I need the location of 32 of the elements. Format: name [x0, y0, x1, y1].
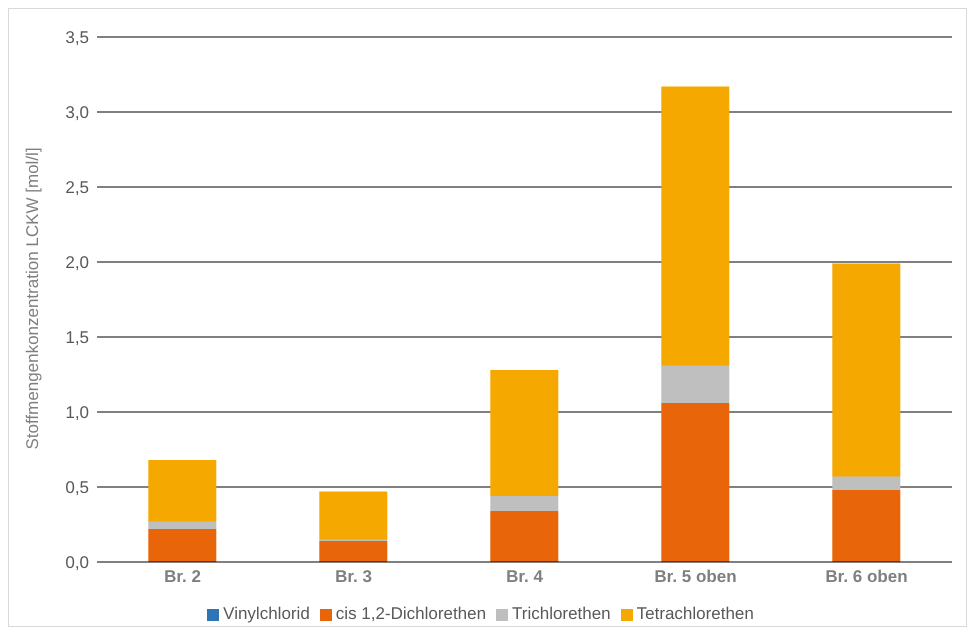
bar — [661, 403, 730, 562]
bar — [148, 460, 216, 522]
y-tick-label: 1,5 — [65, 328, 89, 348]
x-tick-label: Br. 6 oben — [825, 567, 908, 586]
legend-label: cis 1,2-Dichlorethen — [336, 604, 486, 623]
y-axis-title: Stoffmengenkonzentration LCKW [mol/l] — [23, 147, 42, 450]
bar — [832, 476, 900, 490]
x-tick-label: Br. 2 — [164, 567, 201, 586]
y-tick-label: 2,0 — [65, 253, 89, 272]
bar — [661, 86, 730, 366]
bar — [490, 511, 558, 562]
y-tick-label: 2,5 — [65, 178, 89, 198]
bar — [148, 522, 216, 529]
bar — [832, 490, 900, 562]
bar — [832, 264, 900, 476]
legend-label: Tetrachlorethen — [636, 604, 754, 623]
x-tick-label: Br. 3 — [335, 567, 372, 586]
y-tick-label: 0,0 — [65, 553, 89, 572]
x-tick-label: Br. 5 oben — [654, 567, 737, 586]
bar — [661, 366, 730, 403]
legend-label: Vinylchlorid — [223, 604, 310, 623]
bar — [490, 370, 558, 496]
y-tick-label: 3,0 — [65, 103, 89, 122]
legend-label: Trichlorethen — [512, 604, 611, 623]
x-tick-label: Br. 4 — [506, 567, 544, 586]
bar — [319, 541, 388, 562]
bar — [319, 492, 388, 540]
bar — [490, 496, 558, 511]
y-tick-label: 0,5 — [65, 478, 89, 498]
y-tick-label: 3,5 — [65, 28, 89, 48]
y-tick-label: 1,0 — [65, 403, 89, 422]
bar — [148, 529, 216, 562]
